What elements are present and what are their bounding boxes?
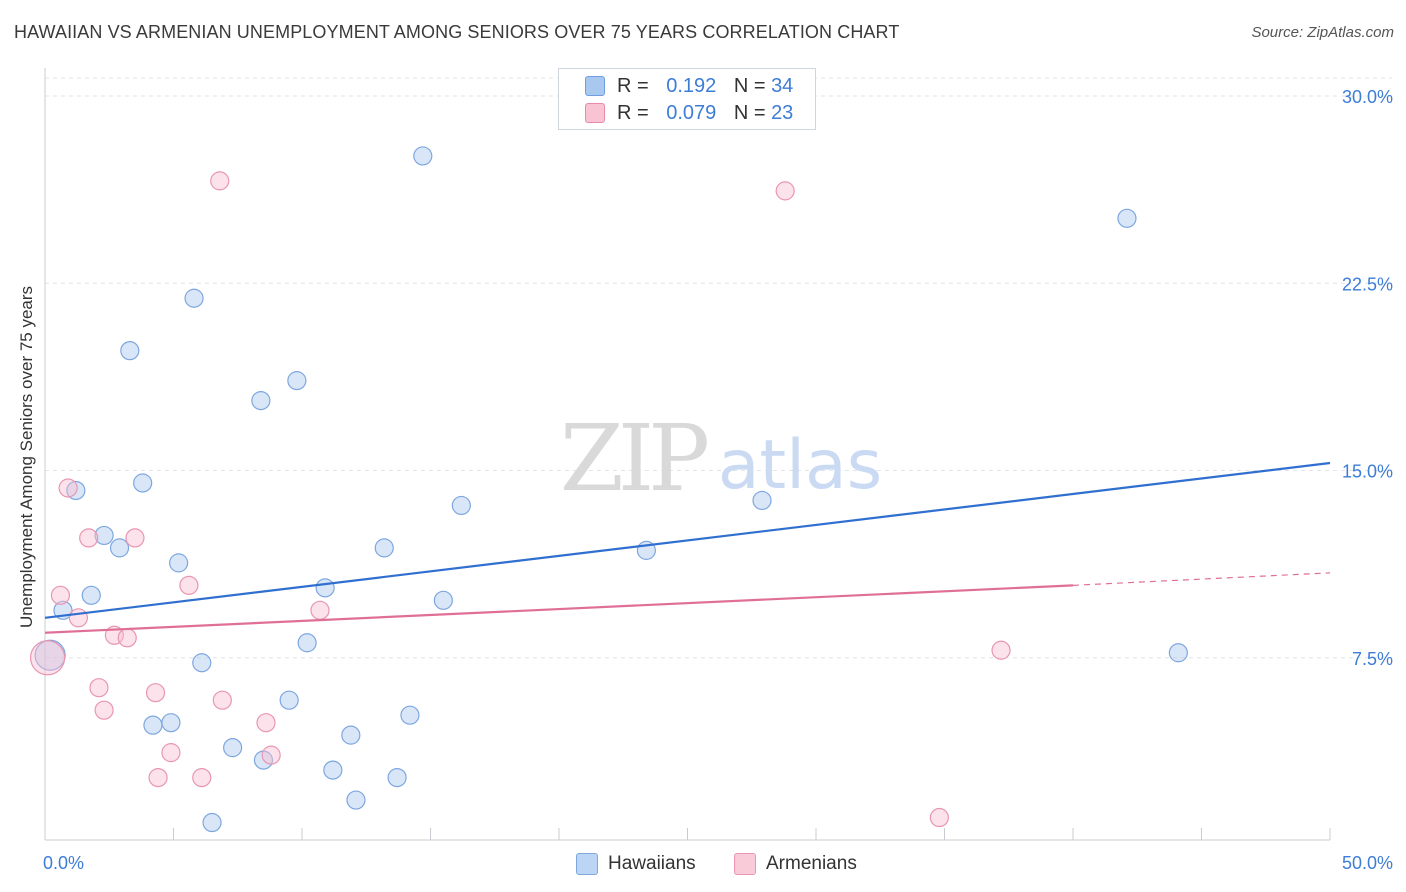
source-label: Source: ZipAtlas.com <box>1251 24 1394 41</box>
armenian-point <box>79 528 99 548</box>
legend-text-armenians: R = 0.079 N = 23 <box>617 102 793 125</box>
legend-marker-armenians <box>734 853 756 875</box>
x-tick-label: 0.0% <box>43 853 84 873</box>
armenian-point <box>161 743 181 763</box>
armenians-trend-extension <box>1072 572 1331 586</box>
legend-r-label: R = <box>617 74 649 97</box>
armenian-point <box>256 713 276 733</box>
hawaiian-point <box>315 578 335 598</box>
watermark-zip: ZIP <box>560 405 707 512</box>
hawaiian-point <box>109 538 130 558</box>
hawaiian-point <box>297 633 317 653</box>
hawaiian-point <box>34 639 66 671</box>
tick-labels: 7.5% 15.0% 22.5% 30.0% 0.0% 50.0% <box>43 87 1393 873</box>
hawaiian-point <box>400 705 420 725</box>
legend-swatch-hawaiians <box>585 76 605 96</box>
hawaiian-point <box>184 288 204 308</box>
legend-text-hawaiians: R = 0.192 N = 34 <box>617 75 793 98</box>
armenian-point <box>94 700 114 720</box>
hawaiian-point <box>287 371 307 391</box>
hawaiian-point <box>346 790 366 810</box>
hawaiian-point <box>133 473 153 493</box>
data-points <box>29 146 1188 833</box>
hawaiian-point <box>169 553 189 573</box>
armenian-point <box>212 690 232 710</box>
hawaiian-point <box>81 585 101 605</box>
armenian-point <box>50 585 71 605</box>
gridlines <box>45 77 1392 659</box>
hawaiian-point <box>120 341 140 361</box>
armenian-point <box>261 745 281 765</box>
x-tick-label: 50.0% <box>1342 853 1393 873</box>
hawaiian-point <box>1117 208 1137 228</box>
hawaiian-point <box>433 590 453 610</box>
legend-label-armenians: Armenians <box>766 853 857 874</box>
hawaiian-point <box>192 653 212 673</box>
armenian-point <box>89 678 109 698</box>
armenians-trend-line <box>44 584 1074 634</box>
hawaiian-point <box>161 713 181 733</box>
armenian-point <box>210 171 230 191</box>
armenian-point <box>775 181 795 201</box>
armenian-point <box>68 608 89 628</box>
hawaiian-point <box>251 390 271 411</box>
hawaiian-point <box>202 812 222 833</box>
armenian-point <box>125 528 145 548</box>
watermark: ZIP atlas <box>560 405 882 512</box>
axes <box>44 68 1331 841</box>
armenian-point <box>148 767 168 788</box>
hawaiian-point <box>279 690 299 710</box>
hawaiian-point <box>413 146 433 166</box>
y-tick-label: 15.0% <box>1342 462 1393 482</box>
armenian-point <box>310 600 330 620</box>
hawaiian-point <box>323 760 343 780</box>
legend-item-hawaiians[interactable]: Hawaiians <box>576 852 696 876</box>
armenian-point <box>145 683 166 703</box>
hawaiian-point <box>387 767 407 788</box>
y-tick-label: 22.5% <box>1342 274 1393 294</box>
legend-marker-hawaiians <box>576 853 598 875</box>
hawaiian-point <box>451 495 471 516</box>
hawaiian-point <box>1168 643 1188 663</box>
armenian-point <box>179 575 199 595</box>
y-tick-label: 30.0% <box>1342 87 1393 107</box>
legend-item-armenians[interactable]: Armenians <box>734 852 857 876</box>
legend-n-value: 23 <box>771 101 794 124</box>
y-tick-label: 7.5% <box>1352 649 1393 669</box>
legend-n-label: N = <box>733 101 766 124</box>
hawaiian-point <box>94 525 114 546</box>
hawaiian-point <box>341 725 361 745</box>
armenian-point <box>192 767 212 788</box>
armenian-point <box>991 640 1011 660</box>
y-axis-label: Unemployment Among Seniors over 75 years <box>17 286 36 628</box>
legend-r-label: R = <box>617 101 649 124</box>
hawaiian-point <box>374 538 394 558</box>
legend-label-hawaiians: Hawaiians <box>608 853 696 874</box>
armenian-point <box>929 807 949 828</box>
legend-n-value: 34 <box>771 74 794 97</box>
armenian-point <box>29 640 66 676</box>
armenian-point <box>58 478 78 498</box>
chart-title: HAWAIIAN VS ARMENIAN UNEMPLOYMENT AMONG … <box>14 22 900 42</box>
armenian-point <box>117 628 137 648</box>
hawaiians-trend-line <box>44 461 1331 619</box>
legend-r-value: 0.192 <box>666 74 717 97</box>
legend-swatch-armenians <box>585 103 605 123</box>
trend-lines <box>44 461 1331 634</box>
legend-r-value: 0.079 <box>666 101 717 124</box>
watermark-atlas: atlas <box>718 426 882 505</box>
legend-n-label: N = <box>733 74 766 97</box>
hawaiian-point <box>752 490 772 511</box>
hawaiian-point <box>223 738 243 758</box>
correlation-legend: R = 0.192 N = 34 R = 0.079 N = 23 <box>558 68 816 130</box>
hawaiian-point <box>66 480 86 501</box>
hawaiian-point <box>143 715 163 735</box>
